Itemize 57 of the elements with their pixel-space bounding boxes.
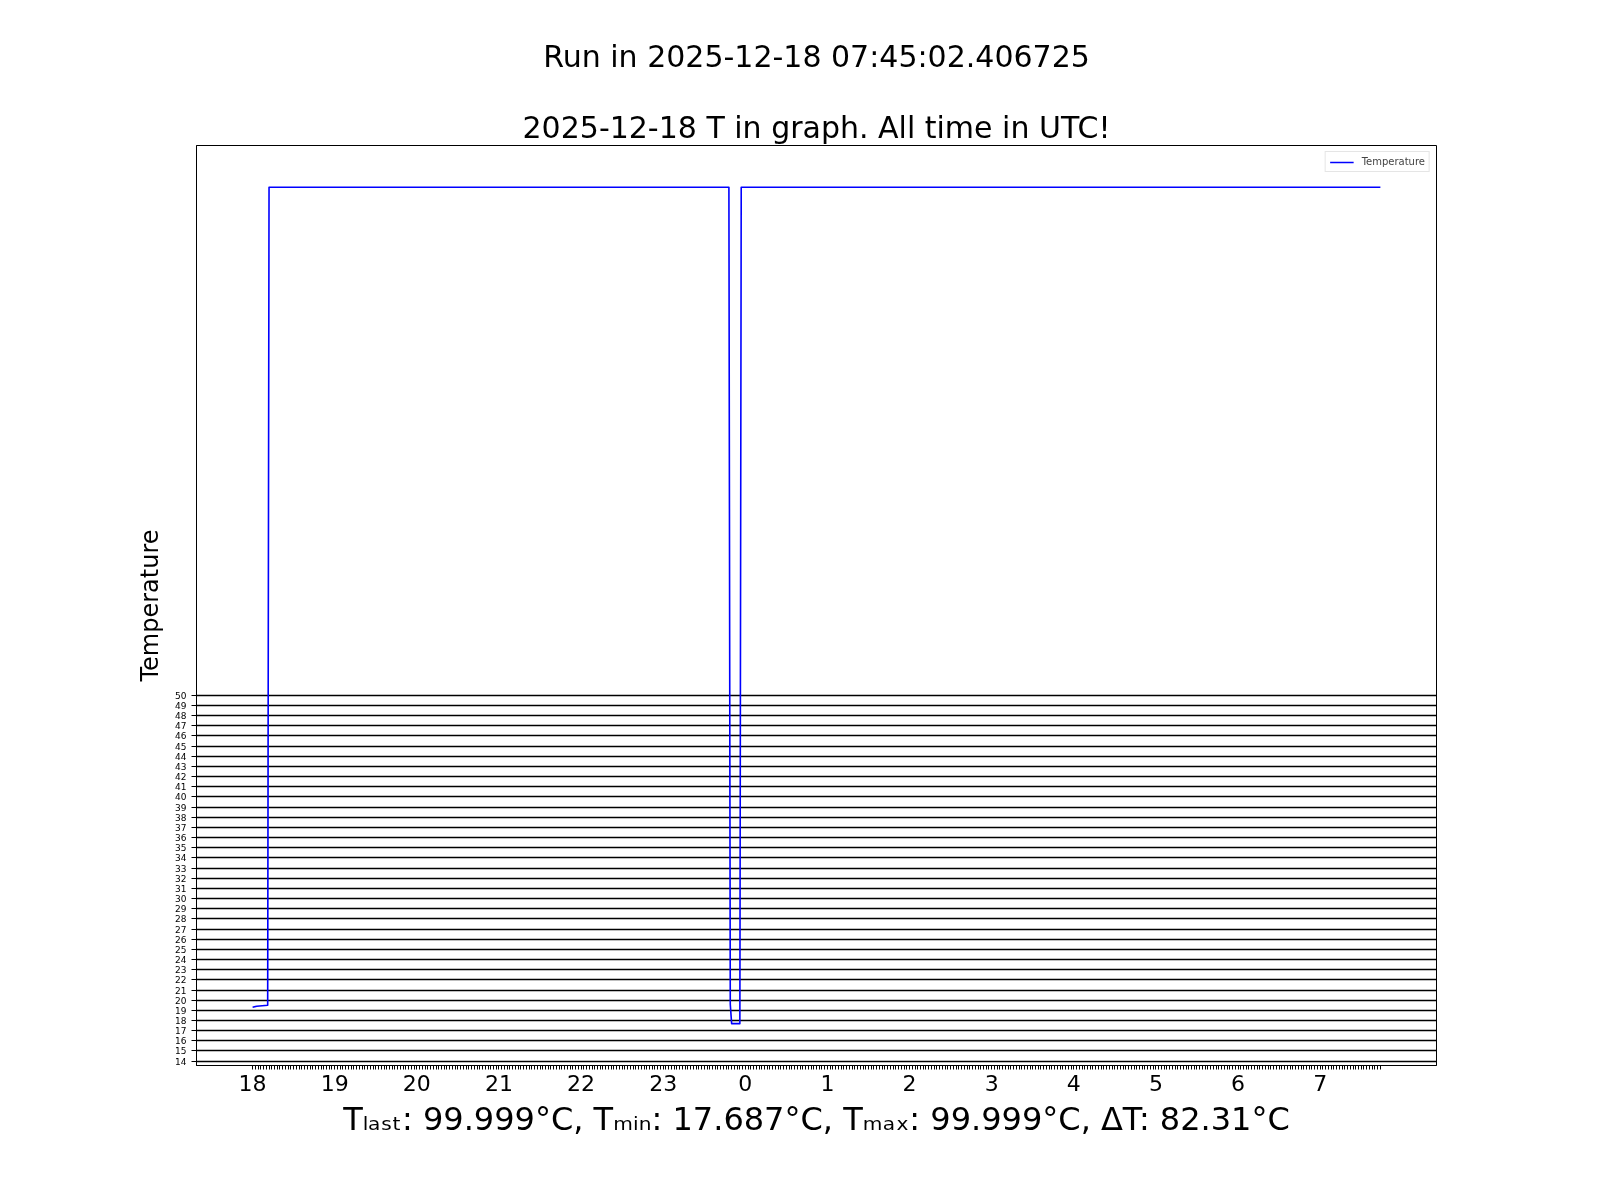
x-tick-label: 1 [820,1070,835,1096]
y-tick-label: 20 [175,995,187,1006]
y-tick-label: 46 [175,731,187,742]
x-tick-label: 2 [902,1070,917,1096]
x-axis-title: Tₗₐₛₜ: 99.999°C, Tₘᵢₙ: 17.687°C, Tₘₐₓ: 99.999°C, ΔT: 82.31°C [342,1099,1290,1138]
y-tick-label: 38 [175,812,187,823]
x-tick-label: 18 [238,1070,267,1096]
y-tick-label: 35 [175,843,187,854]
y-tick-label: 50 [175,690,187,701]
y-tick-label: 23 [175,965,187,976]
y-tick-label: 15 [175,1046,187,1057]
y-tick-label: 25 [175,944,187,955]
x-tick-label: 7 [1313,1070,1328,1096]
chart-title: Run in 2025-12-18 07:45:02.406725 [543,38,1090,74]
y-tick-label: 34 [175,853,187,864]
x-tick-label: 23 [649,1070,678,1096]
y-tick-label: 31 [175,883,187,894]
y-tick-label: 21 [175,985,187,996]
y-tick-label: 18 [175,1015,187,1026]
y-tick-label: 32 [175,873,187,884]
y-tick-label: 14 [175,1056,187,1067]
y-tick-label: 17 [175,1026,187,1037]
y-tick-label: 49 [175,700,187,711]
y-tick-label: 24 [175,955,187,966]
x-tick-label: 19 [320,1070,349,1096]
y-tick-label: 33 [175,863,187,874]
x-tick-label: 3 [984,1070,999,1096]
y-tick-label: 36 [175,833,187,844]
chart-subtitle: 2025-12-18 T in graph. All time in UTC! [522,109,1111,145]
y-tick-label: 28 [175,914,187,925]
y-tick-label: 16 [175,1036,187,1047]
x-tick-label: 6 [1231,1070,1246,1096]
y-tick-label: 39 [175,802,187,813]
y-axis-title: Temperature [136,529,165,683]
y-tick-label: 27 [175,924,187,935]
y-tick-label: 26 [175,934,187,945]
y-tick-label: 19 [175,1005,187,1016]
y-tick-label: 22 [175,975,187,986]
x-tick-label: 4 [1066,1070,1081,1096]
x-tick-label: 21 [484,1070,513,1096]
legend-label: Temperature [1361,156,1425,167]
line-series [251,186,1382,1025]
y-tick-label: 29 [175,904,187,915]
y-tick-label: 43 [175,761,187,772]
x-tick-label: 22 [567,1070,596,1096]
y-tick-label: 42 [175,772,187,783]
x-tick-label: 20 [402,1070,431,1096]
x-tick-label: 0 [738,1070,753,1096]
y-tick-label: 40 [175,792,187,803]
x-tick-label: 5 [1148,1070,1163,1096]
y-tick-label: 47 [175,721,187,732]
y-tick-label: 41 [175,782,187,793]
y-tick-label: 45 [175,741,187,752]
y-tick-label: 30 [175,894,187,905]
y-tick-label: 48 [175,711,187,722]
y-tick-label: 37 [175,822,187,833]
y-tick-label: 44 [175,751,187,762]
